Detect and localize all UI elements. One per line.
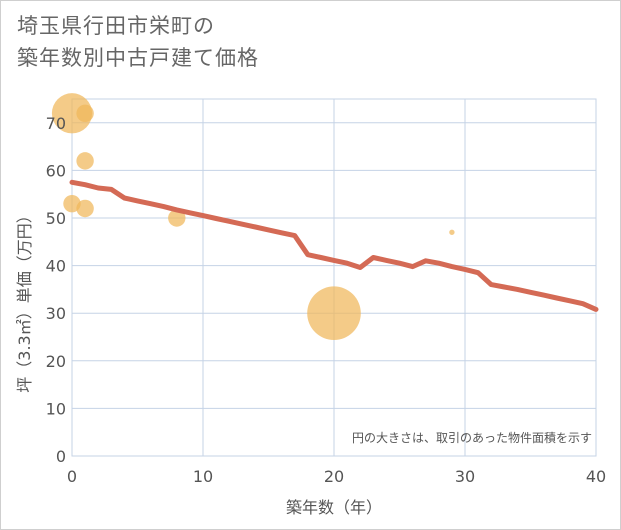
data-point (449, 229, 455, 235)
y-tick-labels: 0 10 20 30 40 50 60 70 (46, 114, 66, 466)
x-tick-label: 10 (193, 467, 213, 486)
y-tick-label: 70 (46, 114, 66, 133)
data-point (168, 209, 186, 227)
y-tick-label: 50 (46, 209, 66, 228)
y-tick-label: 0 (56, 447, 66, 466)
chart-title: 埼玉県行田市栄町の 築年数別中古戸建て価格 (17, 10, 259, 74)
trend-line-group (69, 179, 599, 312)
data-point (307, 286, 361, 341)
x-tick-label: 30 (455, 467, 475, 486)
data-point (51, 93, 93, 134)
size-legend-note: 円の大きさは、取引のあった物件面積を示す (352, 430, 592, 445)
scatter-points (51, 93, 455, 341)
x-tick-labels: 0 10 20 30 40 (67, 467, 606, 486)
y-tick-label: 40 (46, 257, 66, 276)
trend-line (69, 179, 599, 312)
x-tick-label: 20 (324, 467, 344, 486)
data-point (76, 152, 94, 170)
y-tick-label: 30 (46, 304, 66, 323)
data-point (63, 195, 81, 213)
y-tick-label: 60 (46, 161, 66, 180)
x-axis-label: 築年数（年） (286, 498, 382, 517)
y-axis-label: 坪（3.3㎡）単価（万円） (15, 207, 34, 392)
y-tick-label: 10 (46, 399, 66, 418)
chart-title-line2: 築年数別中古戸建て価格 (17, 46, 259, 70)
y-tick-label: 20 (46, 352, 66, 371)
x-tick-label: 40 (586, 467, 606, 486)
x-tick-label: 0 (67, 467, 77, 486)
chart-title-line1: 埼玉県行田市栄町の (17, 14, 215, 38)
data-point (76, 104, 94, 122)
data-point (76, 199, 94, 218)
